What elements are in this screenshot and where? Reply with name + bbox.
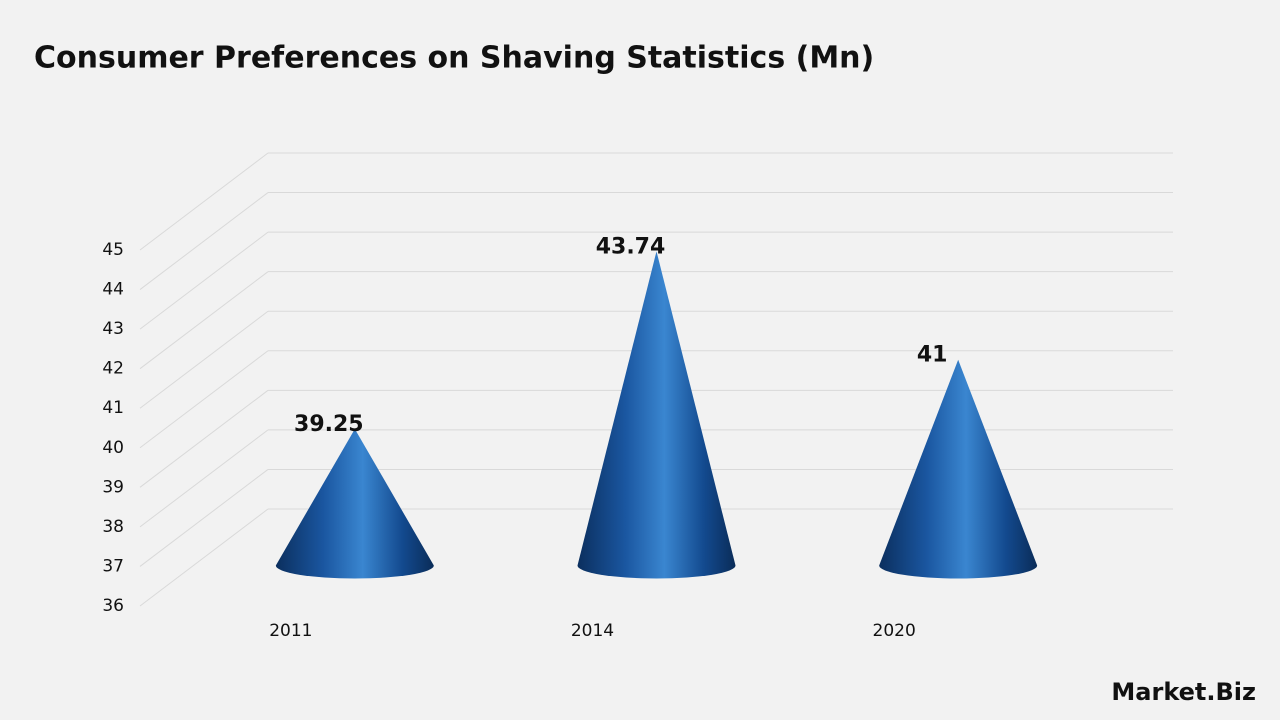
- cone: [275, 428, 434, 579]
- chart-title: Consumer Preferences on Shaving Statisti…: [34, 41, 874, 76]
- value-label: 43.74: [596, 234, 666, 259]
- y-tick-label: 42: [102, 359, 124, 379]
- y-tick-label: 38: [102, 517, 124, 537]
- y-tick-label: 37: [102, 556, 124, 576]
- y-tick-label: 39: [102, 477, 124, 497]
- brand-logo: Market.Biz: [1111, 678, 1256, 706]
- grid-line: [139, 469, 269, 567]
- grid-line: [139, 271, 269, 370]
- cone: [577, 251, 736, 579]
- x-tick-label: 2014: [571, 621, 614, 641]
- grid-line: [139, 429, 269, 528]
- grid-line: [139, 310, 269, 409]
- y-tick-label: 40: [102, 438, 124, 458]
- grid-line: [139, 508, 269, 607]
- x-tick-label: 2020: [873, 621, 916, 641]
- grid-line: [139, 389, 269, 488]
- value-label: 39.25: [294, 412, 364, 437]
- grid-line: [139, 350, 269, 449]
- y-tick-label: 43: [102, 319, 124, 339]
- y-tick-label: 44: [102, 280, 124, 300]
- grid-line: [139, 231, 269, 330]
- y-tick-label: 45: [102, 240, 124, 260]
- y-tick-label: 36: [102, 596, 124, 616]
- grid-line: [139, 192, 269, 290]
- grid-line: [139, 152, 269, 251]
- x-tick-label: 2011: [269, 621, 312, 641]
- value-label: 41: [917, 343, 948, 368]
- y-tick-label: 41: [102, 398, 124, 418]
- cone: [879, 359, 1038, 579]
